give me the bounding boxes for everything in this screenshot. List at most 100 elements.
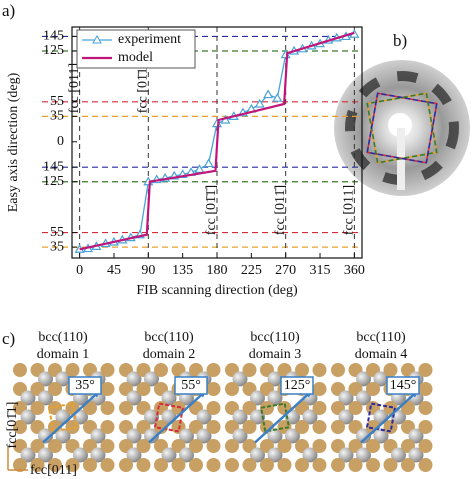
bcc-atom — [20, 447, 36, 463]
fcc-atom — [312, 458, 327, 472]
direction-arrow — [148, 391, 205, 444]
bcc-atom — [408, 447, 424, 463]
bcc-atom — [20, 409, 36, 425]
domain-cell — [259, 402, 291, 433]
fcc-atom — [277, 458, 292, 472]
fcc-atom — [312, 439, 327, 453]
fcc-atom — [348, 458, 363, 472]
bcc-atom — [391, 447, 406, 463]
bcc-atom — [267, 428, 283, 444]
bcc-atom — [267, 371, 283, 387]
bcc-atom — [126, 447, 142, 463]
fcc-atom — [225, 382, 239, 396]
fcc-atom — [30, 458, 45, 472]
y-tick-label: 125 — [43, 43, 64, 58]
fcc-atom — [83, 458, 97, 472]
fcc-atom — [206, 363, 221, 377]
x-tick-label: 270 — [275, 263, 296, 278]
fcc-atom — [225, 458, 239, 472]
fcc-atom — [171, 458, 186, 472]
marker — [254, 98, 265, 108]
x-tick-label: 45 — [107, 263, 121, 278]
bcc-atom — [356, 447, 371, 463]
bcc-atom — [55, 371, 71, 387]
angle-box — [174, 376, 208, 395]
bcc-atom — [356, 390, 371, 406]
fcc-atom — [100, 420, 115, 434]
fcc-atom — [348, 401, 363, 415]
angle-label: 145° — [390, 378, 417, 393]
panel-label: b) — [393, 31, 407, 50]
bcc-atom — [144, 371, 159, 387]
bcc-atom — [232, 371, 248, 387]
angle-box — [68, 376, 102, 395]
x-tick-label: 315 — [310, 263, 331, 278]
domain-title: bcc(110) — [144, 330, 194, 345]
panel-label: a) — [2, 1, 15, 20]
y-tick-label: 0 — [57, 134, 64, 149]
bcc-atom — [250, 390, 265, 406]
bcc-atom — [90, 428, 106, 444]
angle-label: 125° — [284, 378, 311, 393]
fcc-atom — [100, 439, 115, 453]
x-tick-label: 0 — [76, 263, 83, 278]
bcc-atom — [38, 447, 53, 463]
fcc-atom — [418, 401, 433, 415]
y-tick-label: 125 — [43, 174, 64, 189]
fcc-atom — [331, 363, 345, 377]
angle-label: 55° — [181, 378, 201, 393]
bcc-atom — [338, 390, 354, 406]
bcc-atom — [161, 447, 177, 463]
direction-arrow — [360, 391, 417, 444]
fcc-atom — [100, 458, 115, 472]
fcc-atom — [189, 458, 203, 472]
domain-subtitle: domain 1 — [37, 347, 90, 362]
bcc-atom — [285, 428, 300, 444]
fcc-atom — [242, 420, 257, 434]
fcc-atom — [295, 420, 309, 434]
fcc-atom — [312, 363, 327, 377]
lattice-axis-label: fcc[01̄1] — [5, 402, 20, 449]
fcc-atom — [154, 363, 168, 377]
bcc-atom — [302, 409, 318, 425]
series-line — [79, 31, 355, 251]
angle-box — [386, 376, 420, 395]
bcc-atom — [356, 428, 371, 444]
bcc-atom — [55, 428, 71, 444]
fcc-atom — [295, 363, 309, 377]
fcc-atom — [48, 458, 62, 472]
fcc-atom — [383, 363, 398, 377]
fcc-atom — [154, 458, 168, 472]
bcc-atom — [196, 409, 212, 425]
angle-box — [280, 376, 314, 395]
y-tick-label: 145 — [43, 159, 64, 174]
y-tick-label: 145 — [43, 29, 64, 44]
annotation: fcc [011] — [67, 63, 82, 113]
fcc-atom — [136, 458, 151, 472]
bcc-atom — [232, 409, 248, 425]
x-tick-label: 225 — [241, 263, 262, 278]
domain-square — [366, 92, 438, 164]
fcc-atom — [260, 401, 274, 415]
diffraction-image — [334, 60, 470, 196]
angle-label: 35° — [75, 378, 95, 393]
fcc-atom — [206, 420, 221, 434]
bcc-atom — [179, 447, 194, 463]
fcc-atom — [401, 458, 415, 472]
fcc-atom — [119, 401, 133, 415]
fcc-atom — [65, 363, 80, 377]
fcc-atom — [65, 420, 80, 434]
fcc-atom — [331, 420, 345, 434]
fcc-atom — [225, 439, 239, 453]
bcc-atom — [250, 447, 265, 463]
fcc-atom — [189, 439, 203, 453]
fcc-atom — [277, 439, 292, 453]
x-axis-label: FIB scanning direction (deg) — [136, 283, 298, 298]
fcc-atom — [48, 439, 62, 453]
fcc-atom — [13, 458, 27, 472]
x-tick-label: 90 — [141, 263, 155, 278]
domain-subtitle: domain 3 — [249, 347, 302, 362]
bcc-atom — [38, 371, 53, 387]
fcc-atom — [206, 382, 221, 396]
